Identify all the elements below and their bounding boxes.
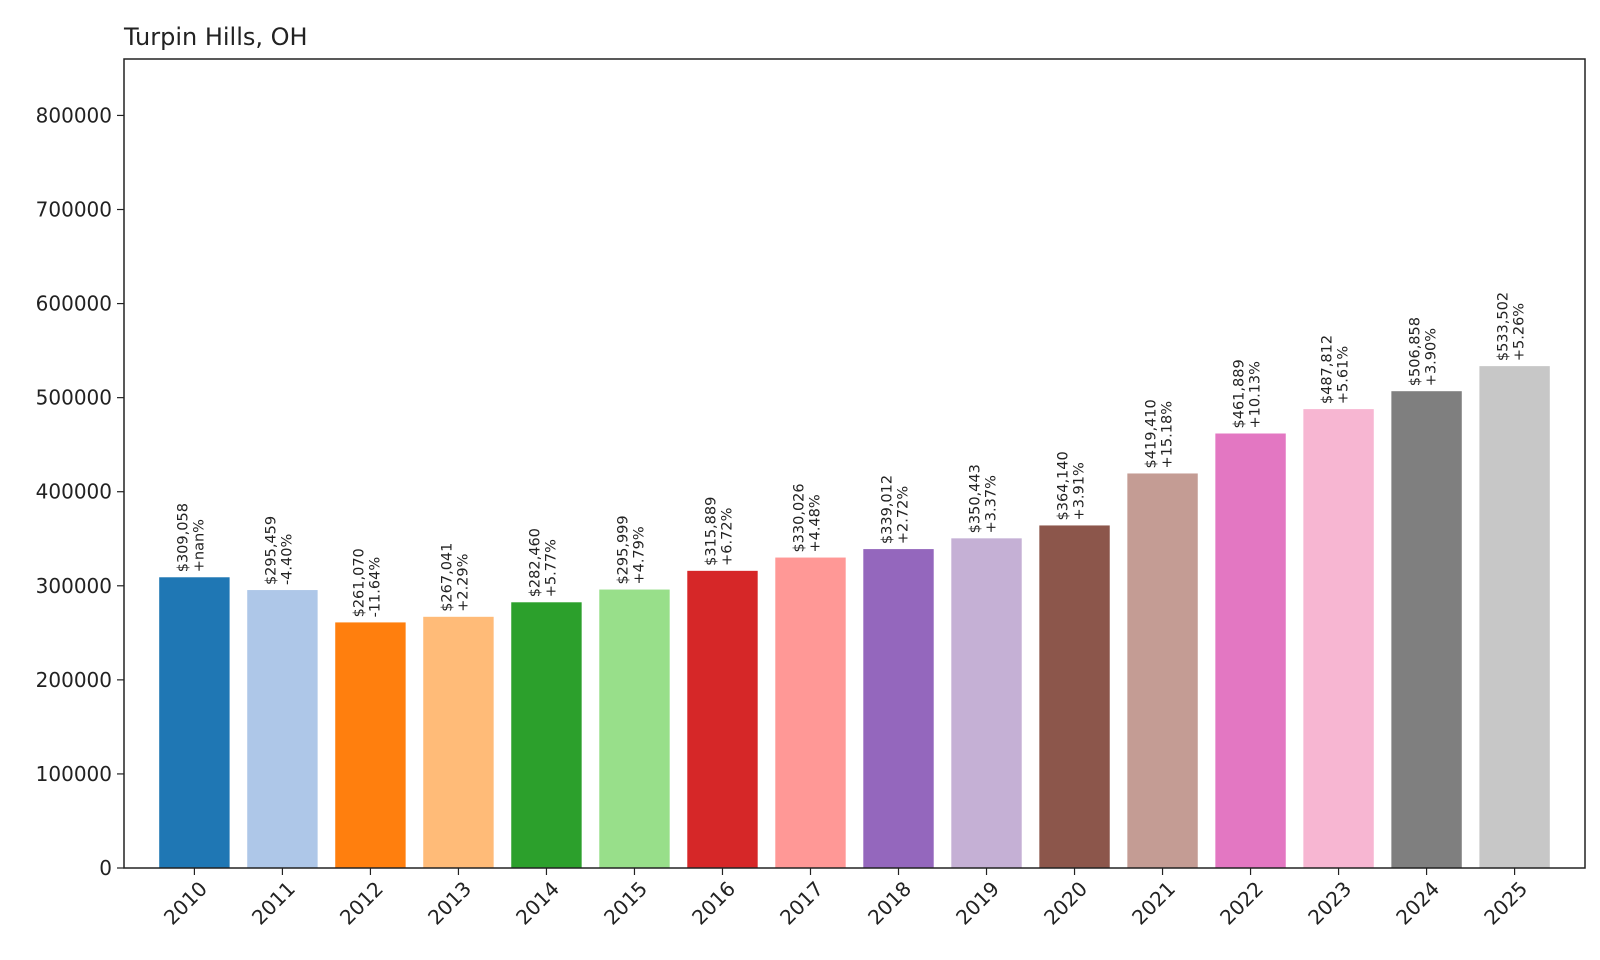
- bar-value-label-2012: $261,070: [351, 548, 367, 617]
- bar-change-label-2019: +3.37%: [984, 475, 1000, 533]
- bar-change-label-2020: +3.91%: [1072, 462, 1088, 520]
- bar-change-label-2010: +nan%: [191, 519, 207, 572]
- x-tick-label-2012: 2012: [335, 877, 388, 930]
- y-tick-label-800000: 800000: [36, 103, 112, 127]
- bar-value-label-2013: $267,041: [439, 543, 455, 612]
- x-tick-label-2024: 2024: [1391, 877, 1444, 930]
- y-tick-label-700000: 700000: [36, 198, 112, 222]
- x-tick-label-2016: 2016: [687, 877, 740, 930]
- bar-change-label-2017: +4.48%: [807, 494, 823, 552]
- bar-value-label-2022: $461,889: [1232, 359, 1248, 428]
- chart-title: Turpin Hills, OH: [123, 23, 308, 51]
- bar-value-label-2023: $487,812: [1320, 335, 1336, 404]
- x-tick-label-2021: 2021: [1127, 877, 1180, 930]
- x-tick-label-2023: 2023: [1303, 877, 1356, 930]
- bar-value-label-2014: $282,460: [527, 528, 543, 597]
- bar-value-label-2024: $506,858: [1408, 317, 1424, 386]
- bar-value-label-2018: $339,012: [880, 475, 896, 544]
- bar-change-label-2011: -4.40%: [279, 534, 295, 585]
- x-tick-label-2019: 2019: [951, 877, 1004, 930]
- bar-2015: [599, 589, 670, 868]
- bar-2023: [1303, 409, 1374, 868]
- x-tick-label-2014: 2014: [511, 877, 564, 930]
- bar-change-label-2016: +6.72%: [719, 508, 735, 566]
- x-tick-label-2017: 2017: [775, 877, 828, 930]
- bar-value-label-2025: $533,502: [1496, 292, 1512, 361]
- bar-value-label-2021: $419,410: [1144, 399, 1160, 468]
- x-tick-label-2010: 2010: [159, 877, 212, 930]
- y-tick-label-300000: 300000: [36, 574, 112, 598]
- x-tick-label-2018: 2018: [863, 877, 916, 930]
- bar-2025: [1479, 366, 1550, 868]
- bar-2018: [863, 549, 934, 868]
- y-tick-label-600000: 600000: [36, 292, 112, 316]
- y-tick-label-400000: 400000: [36, 480, 112, 504]
- y-axis: 0 100000 200000 300000 400000 500000 600000 700…: [36, 103, 124, 880]
- bar-value-label-2016: $315,889: [703, 497, 719, 566]
- bar-change-label-2012: -11.64%: [367, 557, 383, 618]
- bar-change-label-2014: +5.77%: [543, 539, 559, 597]
- y-tick-label-100000: 100000: [36, 762, 112, 786]
- bar-value-label-2020: $364,140: [1056, 451, 1072, 520]
- y-tick-label-200000: 200000: [36, 668, 112, 692]
- y-tick-label-0: 0: [99, 856, 112, 880]
- bar-value-label-2011: $295,459: [263, 516, 279, 585]
- bar-change-label-2023: +5.61%: [1336, 346, 1352, 404]
- bar-2012: [335, 622, 406, 868]
- bar-value-label-2010: $309,058: [175, 503, 191, 572]
- bar-change-label-2015: +4.79%: [631, 526, 647, 584]
- bar-2013: [423, 616, 494, 868]
- bar-2019: [951, 538, 1022, 868]
- x-tick-label-2015: 2015: [599, 877, 652, 930]
- x-tick-label-2022: 2022: [1215, 877, 1268, 930]
- bar-2017: [775, 557, 846, 868]
- bar-2011: [247, 590, 318, 868]
- bar-2010: [159, 577, 230, 868]
- bar-value-label-2019: $350,443: [968, 464, 984, 533]
- bar-change-label-2024: +3.90%: [1424, 328, 1440, 386]
- bar-2021: [1127, 473, 1198, 868]
- y-tick-label-500000: 500000: [36, 386, 112, 410]
- bar-2014: [511, 602, 582, 868]
- x-tick-label-2013: 2013: [423, 877, 476, 930]
- x-tick-label-2011: 2011: [247, 877, 300, 930]
- bar-change-label-2021: +15.18%: [1160, 401, 1176, 468]
- bar-change-label-2018: +2.72%: [896, 486, 912, 544]
- bar-2022: [1215, 433, 1286, 868]
- bar-change-label-2025: +5.26%: [1512, 303, 1528, 361]
- x-tick-label-2025: 2025: [1479, 877, 1532, 930]
- x-axis: 2010 2011 2012 2013 2014 2015 2016 2017 2018 2019…: [159, 868, 1532, 930]
- bar-change-label-2013: +2.29%: [455, 554, 471, 612]
- x-tick-label-2020: 2020: [1039, 877, 1092, 930]
- bar-2024: [1391, 391, 1462, 868]
- bar-labels-layer: $309,058 +nan% $295,459 -4.40% $261,070 -11.6…: [175, 292, 1527, 617]
- bars-layer: [159, 366, 1550, 868]
- bar-2016: [687, 570, 758, 868]
- bar-2020: [1039, 525, 1110, 868]
- bar-value-label-2017: $330,026: [791, 483, 807, 552]
- bar-change-label-2022: +10.13%: [1248, 361, 1264, 428]
- plot-frame: [123, 58, 1586, 869]
- bar-value-label-2015: $295,999: [615, 515, 631, 584]
